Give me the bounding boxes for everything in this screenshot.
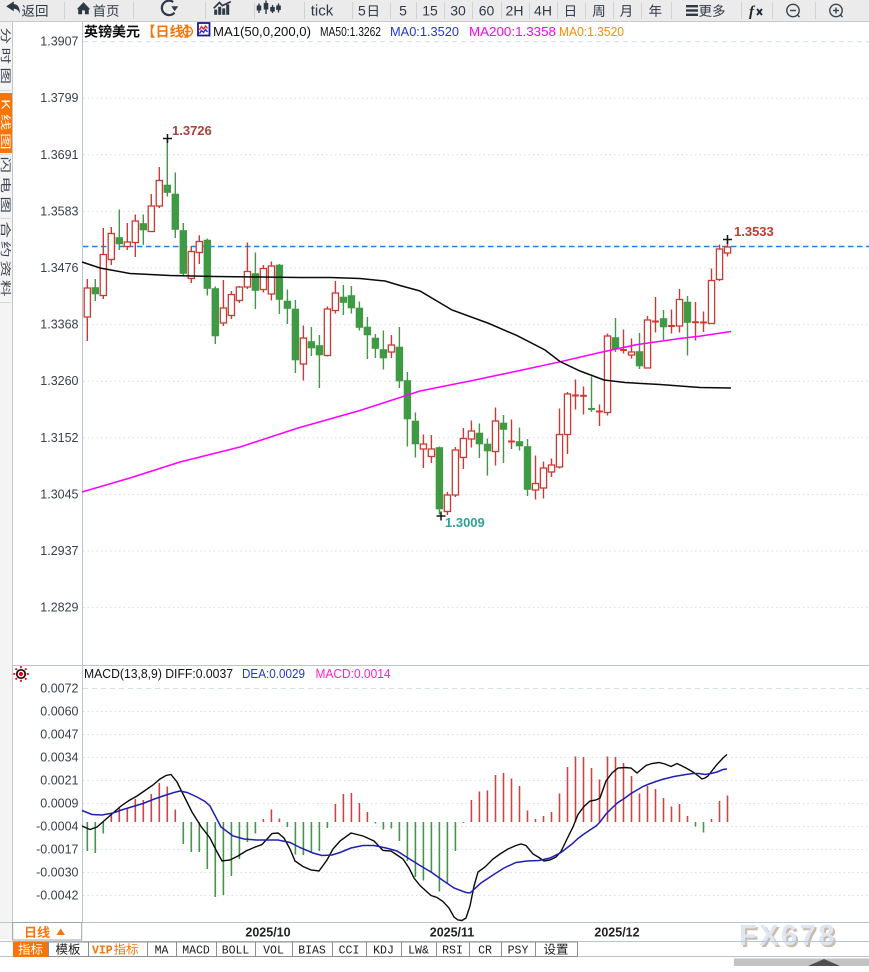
svg-text:-0.0030: -0.0030 — [36, 866, 78, 880]
svg-text:MACD:0.0014: MACD:0.0014 — [316, 666, 391, 681]
svg-text:f: f — [749, 4, 756, 20]
svg-text:0.0047: 0.0047 — [40, 728, 78, 742]
svg-text:MACD(13,8,9) DIFF:0.0037: MACD(13,8,9) DIFF:0.0037 — [84, 666, 233, 681]
svg-text:LW&: LW& — [408, 945, 429, 958]
svg-text:5: 5 — [399, 3, 407, 19]
svg-text:2025/12: 2025/12 — [594, 926, 639, 940]
svg-text:MA: MA — [155, 945, 169, 958]
svg-text:1.3533: 1.3533 — [734, 224, 774, 239]
svg-text:RSI: RSI — [442, 945, 463, 958]
svg-text:1.3726: 1.3726 — [172, 123, 212, 138]
svg-text:1.3152: 1.3152 — [40, 431, 78, 445]
svg-text:1.3799: 1.3799 — [40, 91, 78, 105]
svg-text:VOL: VOL — [263, 945, 284, 958]
svg-text:5: 5 — [358, 3, 366, 19]
svg-text:4H: 4H — [534, 3, 552, 19]
svg-text:MA0:1.3520: MA0:1.3520 — [390, 24, 459, 39]
svg-text:PSY: PSY — [508, 945, 529, 958]
svg-text:1.2937: 1.2937 — [40, 544, 78, 558]
svg-text:FX678: FX678 — [739, 920, 837, 952]
svg-text:1.3691: 1.3691 — [40, 148, 78, 162]
svg-text:1.3368: 1.3368 — [40, 318, 78, 332]
svg-text:CR: CR — [478, 945, 492, 958]
svg-text:0.0060: 0.0060 — [40, 705, 78, 719]
svg-text:DEA:0.0029: DEA:0.0029 — [242, 666, 305, 681]
svg-text:BOLL: BOLL — [222, 945, 250, 958]
svg-text:1.3045: 1.3045 — [40, 487, 78, 501]
svg-text:FX678: FX678 — [741, 922, 839, 954]
svg-text:2025/10: 2025/10 — [245, 926, 290, 940]
svg-text:2025/11: 2025/11 — [430, 926, 475, 940]
svg-text:1.3260: 1.3260 — [40, 374, 78, 388]
svg-text:MA50:1.3262: MA50:1.3262 — [320, 25, 381, 39]
svg-text:30: 30 — [450, 3, 466, 19]
svg-text:1.3476: 1.3476 — [40, 261, 78, 275]
svg-text:-0.0017: -0.0017 — [36, 843, 78, 857]
svg-text:KDJ: KDJ — [373, 945, 394, 958]
svg-text:0.0034: 0.0034 — [40, 751, 78, 765]
svg-text:1.2829: 1.2829 — [40, 601, 78, 615]
svg-text:1.3583: 1.3583 — [40, 204, 78, 218]
svg-text:-0.0042: -0.0042 — [36, 889, 78, 903]
svg-text:VIP: VIP — [92, 945, 113, 958]
svg-text:0.0072: 0.0072 — [40, 682, 78, 696]
svg-text:0.0009: 0.0009 — [40, 797, 78, 811]
svg-text:CCI: CCI — [339, 945, 360, 958]
svg-text:tick: tick — [311, 3, 334, 20]
svg-text:-0.0004: -0.0004 — [36, 820, 78, 834]
svg-text:BIAS: BIAS — [298, 945, 326, 958]
svg-text:60: 60 — [479, 3, 495, 19]
svg-text:MA0:1.3520: MA0:1.3520 — [559, 24, 624, 39]
svg-text:MA200:1.3358: MA200:1.3358 — [469, 24, 556, 39]
svg-text:0.0021: 0.0021 — [40, 774, 78, 788]
svg-text:15: 15 — [422, 3, 438, 19]
svg-text:1.3009: 1.3009 — [445, 515, 485, 530]
svg-text:MA1(50,0,200,0): MA1(50,0,200,0) — [213, 24, 311, 39]
svg-text:1.3907: 1.3907 — [40, 35, 78, 49]
svg-text:MACD: MACD — [182, 945, 210, 958]
svg-text:2H: 2H — [506, 3, 524, 19]
